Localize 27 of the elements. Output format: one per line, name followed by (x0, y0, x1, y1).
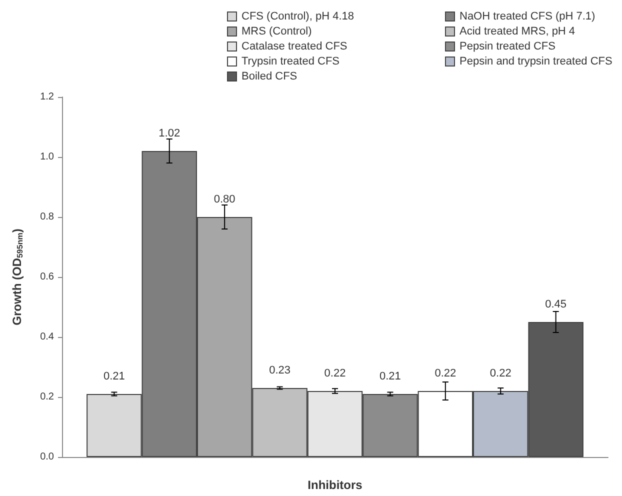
y-tick-label: 1.2 (40, 92, 54, 102)
legend-label: Trypsin treated CFS (242, 56, 340, 68)
y-axis-title: Growth (OD595nm) (10, 228, 24, 326)
y-tick-label: 1.0 (40, 152, 54, 162)
legend-label: Boiled CFS (242, 70, 298, 82)
x-axis-title: Inhibitors (308, 478, 363, 492)
legend-label: NaOH treated CFS (pH 7.1) (460, 10, 596, 22)
legend-label: Pepsin treated CFS (460, 40, 556, 52)
y-tick-label: 0.8 (40, 212, 54, 222)
data-label: 0.22 (324, 368, 346, 380)
data-label: 1.02 (158, 128, 180, 140)
data-label: 0.22 (434, 368, 456, 380)
data-label: 0.22 (490, 368, 512, 380)
legend-label: MRS (Control) (242, 26, 312, 38)
legend-label: Acid treated MRS, pH 4 (460, 26, 576, 38)
legend-label: Catalase treated CFS (242, 40, 348, 52)
legend-label: CFS (Control), pH 4.18 (242, 10, 354, 22)
data-label: 0.80 (214, 194, 236, 206)
y-tick-label: 0.6 (40, 272, 54, 282)
data-label: 0.23 (269, 364, 291, 376)
y-tick-label: 0.4 (40, 332, 54, 342)
legend-label: Pepsin and trypsin treated CFS (460, 56, 612, 68)
y-tick-label: 0.0 (40, 452, 54, 462)
data-label: 0.21 (379, 370, 401, 382)
data-label: 0.21 (103, 370, 125, 382)
data-label: 0.45 (545, 298, 567, 310)
y-tick-label: 0.2 (40, 392, 54, 402)
